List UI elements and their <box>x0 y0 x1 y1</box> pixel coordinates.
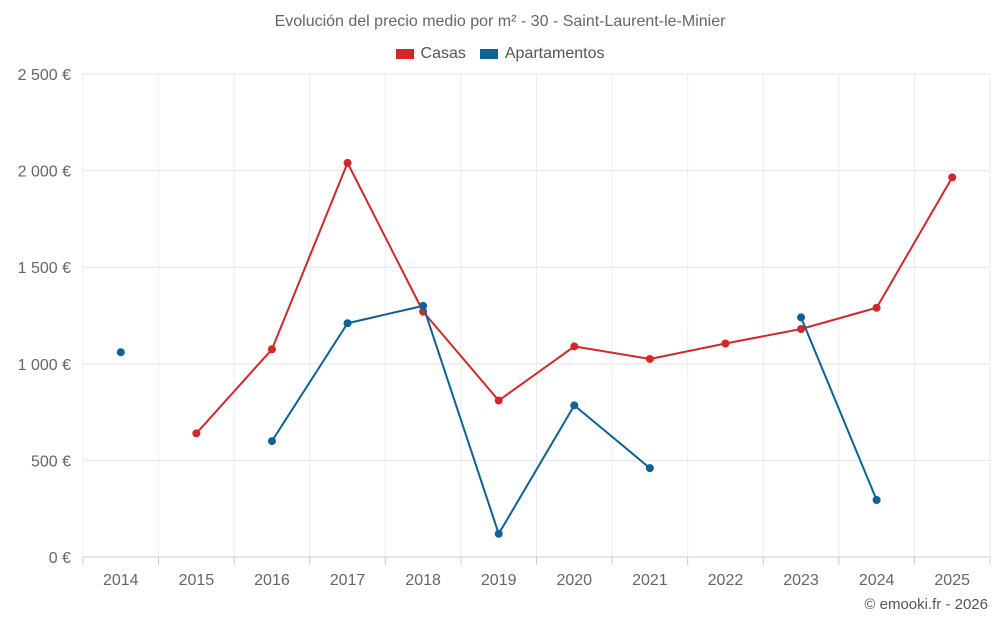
x-tick-label: 2025 <box>934 572 970 589</box>
legend-swatch-apartamentos <box>479 49 498 59</box>
x-tick-label: 2018 <box>405 572 441 589</box>
x-tick-label: 2021 <box>632 572 668 589</box>
series-apartamentos <box>116 301 881 538</box>
legend-item-casas[interactable]: Casas <box>395 45 466 63</box>
data-point-apartamentos <box>872 496 881 505</box>
data-point-casas <box>645 354 654 363</box>
y-tick-label: 1 000 € <box>18 357 71 374</box>
data-point-apartamentos <box>116 348 125 357</box>
series-line-apartamentos <box>271 304 651 535</box>
data-point-casas <box>343 158 352 167</box>
y-tick-label: 0 € <box>49 550 71 567</box>
x-tick-label: 2017 <box>330 572 366 589</box>
y-tick-label: 1 500 € <box>18 260 71 277</box>
data-point-casas <box>192 429 201 438</box>
x-tick-label: 2022 <box>708 572 744 589</box>
data-point-apartamentos <box>570 401 579 410</box>
data-point-casas <box>267 345 276 354</box>
data-point-apartamentos <box>797 313 806 322</box>
data-point-casas <box>570 342 579 351</box>
data-point-apartamentos <box>419 301 428 310</box>
series-casas <box>192 158 957 438</box>
grid-lines <box>82 73 991 557</box>
series-line-apartamentos <box>800 317 878 501</box>
data-point-apartamentos <box>645 464 654 473</box>
x-tick-label: 2015 <box>179 572 215 589</box>
x-tick-label: 2023 <box>783 572 819 589</box>
data-point-casas <box>872 303 881 312</box>
copyright-text: © emooki.fr - 2026 <box>864 596 988 613</box>
series-layer <box>116 158 957 538</box>
data-point-apartamentos <box>494 529 503 538</box>
data-point-apartamentos <box>343 319 352 328</box>
legend-label-apartamentos: Apartamentos <box>504 45 605 62</box>
y-tick-label: 2 000 € <box>18 164 71 181</box>
data-point-casas <box>494 396 503 405</box>
data-point-apartamentos <box>267 437 276 446</box>
chart-title: Evolución del precio medio por m² - 30 -… <box>274 13 726 30</box>
x-tick-label: 2016 <box>254 572 290 589</box>
x-tick-label: 2019 <box>481 572 517 589</box>
x-tick-label: 2020 <box>556 572 592 589</box>
y-tick-label: 2 500 € <box>18 67 71 84</box>
data-point-casas <box>948 173 957 182</box>
data-point-casas <box>721 339 730 348</box>
legend-swatch-casas <box>395 49 414 59</box>
axes: 0 € 500 € 1 000 € 1 500 € 2 000 € 2 500 € 2014… <box>18 67 991 589</box>
legend-item-apartamentos[interactable]: Apartamentos <box>479 45 605 63</box>
x-tick-label: 2024 <box>859 572 895 589</box>
y-tick-label: 500 € <box>31 453 71 470</box>
legend-label-casas: Casas <box>420 45 466 62</box>
data-point-casas <box>797 325 806 334</box>
legend: Casas Apartamentos <box>0 45 1000 63</box>
x-tick-label: 2014 <box>103 572 139 589</box>
